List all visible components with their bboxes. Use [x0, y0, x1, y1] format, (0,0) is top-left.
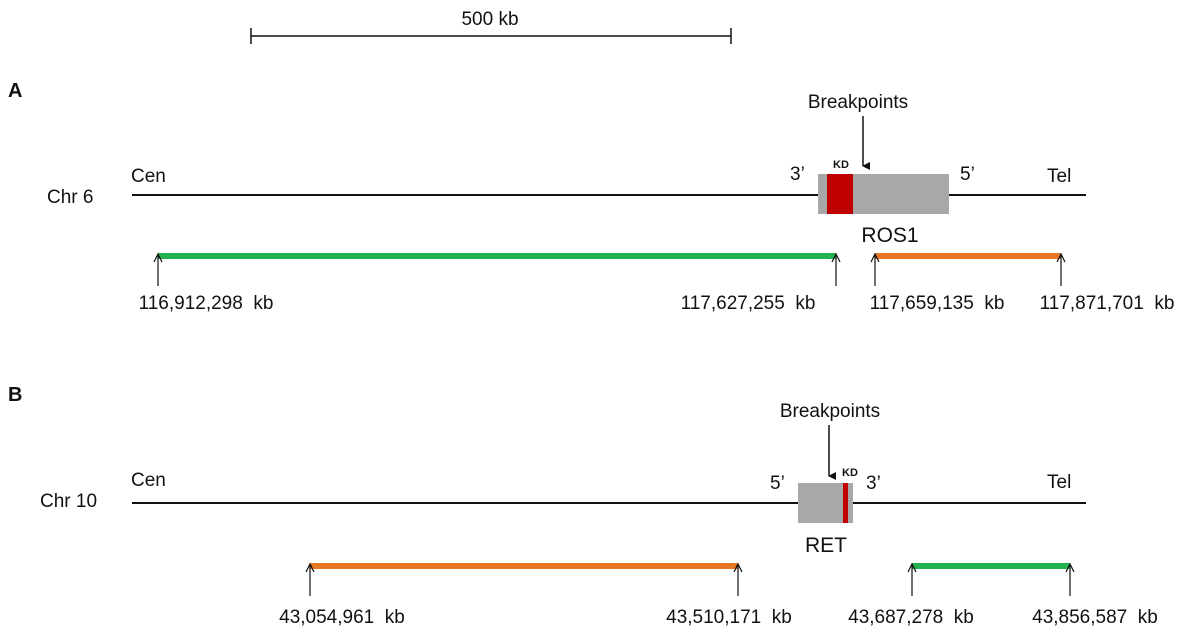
panel-b-coordinate-3: 43,687,278 kb	[848, 607, 974, 628]
panel-b-right-end-label: 3’	[866, 473, 881, 494]
panel-a-coordinate-arrowhead-3	[870, 252, 880, 263]
panel-a-coordinate-2: 117,627,255 kb	[681, 293, 816, 314]
panel-b-coordinate-1: 43,054,961 kb	[279, 607, 405, 628]
panel-a-coordinate-arrowhead-1	[153, 252, 163, 263]
panel-a-gene-label: ROS1	[861, 224, 918, 247]
panel-a-left-end-label: 3’	[790, 164, 805, 185]
panel-a-telomere-label: Tel	[1047, 166, 1071, 187]
scale-bar: 500 kb	[250, 9, 732, 44]
scale-bar-label: 500 kb	[461, 9, 518, 30]
panel-b-coordinate-2: 43,510,171 kb	[666, 607, 792, 628]
panel-b-gene-label: RET	[805, 534, 847, 557]
panel-a-letter: A	[8, 80, 22, 102]
panel-a-right-end-label: 5’	[960, 164, 975, 185]
panel-a-chromosome-label: Chr 6	[47, 187, 93, 208]
panel-b-letter: B	[8, 384, 22, 406]
panel-b-kinase-domain	[843, 483, 848, 523]
panel-b-coordinate-arrowhead-3	[907, 562, 917, 573]
panel-b-coordinate-arrowhead-2	[733, 562, 743, 573]
panel-b-breakpoints-label: Breakpoints	[780, 401, 880, 422]
panel-a-coordinate-arrowhead-2	[831, 252, 841, 263]
panel-b-centromere-label: Cen	[131, 470, 166, 491]
panel-a: A Chr 6 Cen Tel KD 3’ 5’ Breakpoints ROS…	[8, 80, 1174, 314]
panel-b: B Chr 10 Cen Tel KD 5’ 3’ Breakpoints RE…	[8, 384, 1158, 628]
panel-b-telomere-label: Tel	[1047, 472, 1071, 493]
panel-a-coordinate-arrowhead-4	[1056, 252, 1066, 263]
panel-a-breakpoints-label: Breakpoints	[808, 92, 908, 113]
panel-b-left-end-label: 5’	[770, 473, 785, 494]
panel-a-kinase-domain	[827, 174, 853, 214]
panel-a-centromere-label: Cen	[131, 166, 166, 187]
panel-a-coordinate-1: 116,912,298 kb	[139, 293, 274, 314]
panel-a-coordinate-4: 117,871,701 kb	[1040, 293, 1175, 314]
panel-b-coordinate-4: 43,856,587 kb	[1032, 607, 1158, 628]
panel-b-coordinate-arrowhead-1	[305, 562, 315, 573]
panel-a-kd-label: KD	[833, 159, 849, 171]
panel-b-chromosome-label: Chr 10	[40, 491, 97, 512]
panel-b-coordinate-arrowhead-4	[1065, 562, 1075, 573]
panel-b-kd-label: KD	[842, 467, 858, 479]
panel-a-coordinate-3: 117,659,135 kb	[870, 293, 1005, 314]
